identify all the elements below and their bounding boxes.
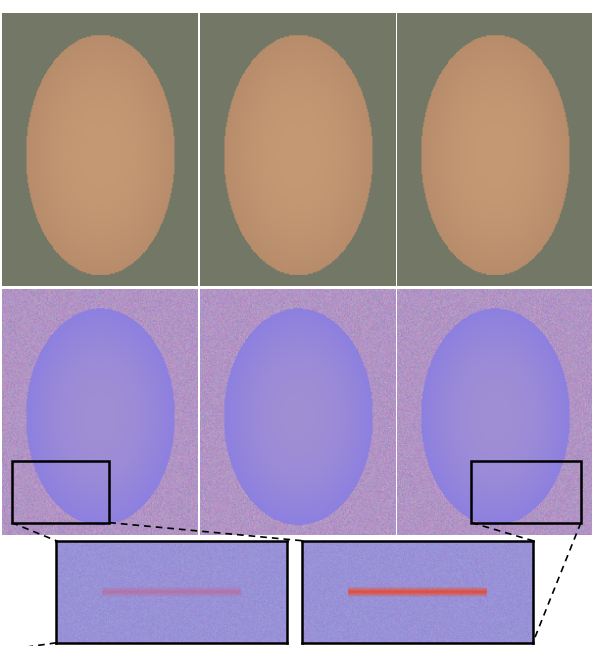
Bar [471,461,581,523]
Bar [12,461,110,523]
